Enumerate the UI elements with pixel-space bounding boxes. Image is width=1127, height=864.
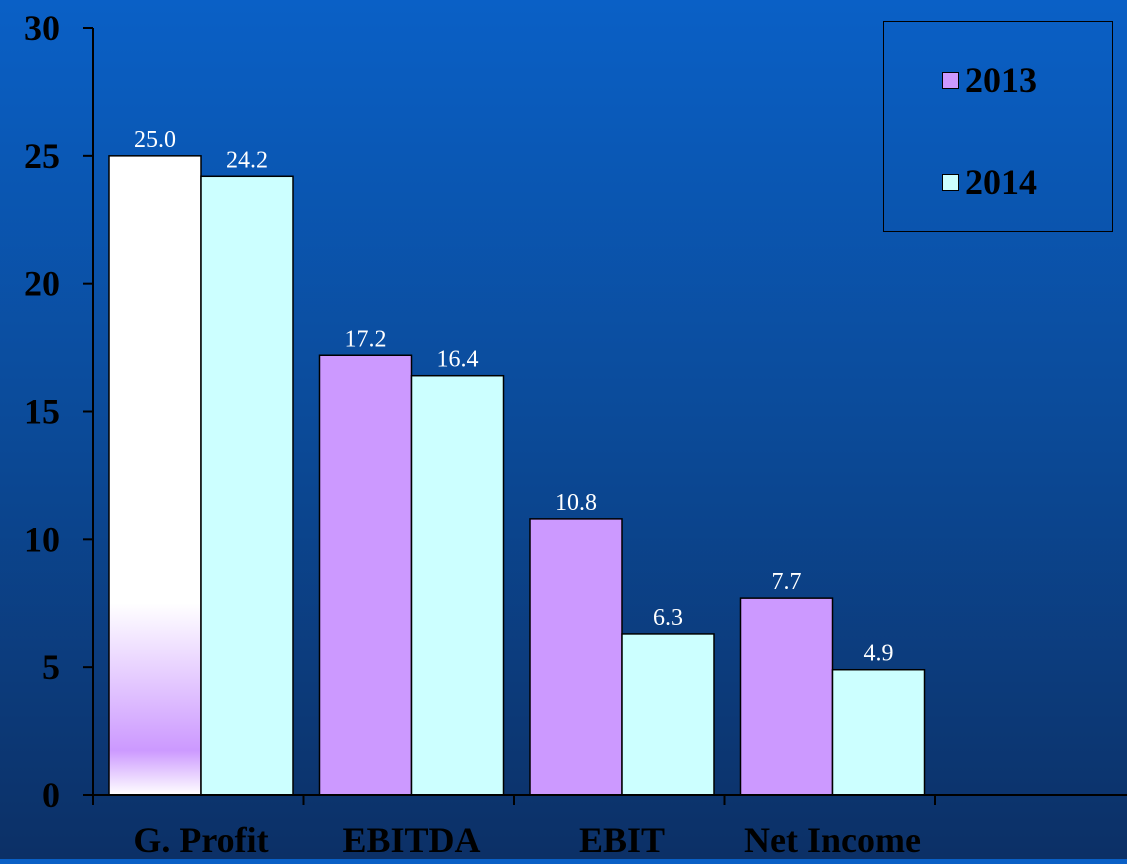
- y-tick-label: 0: [42, 775, 60, 815]
- legend-label-2014: 2014: [965, 162, 1037, 202]
- legend-swatch-2014: [942, 173, 959, 191]
- bar-ebit-2013: [529, 518, 623, 796]
- axes-layer: [83, 27, 1127, 805]
- labels-layer: 25.0 24.2 G. Profit 17.2 16.4 EBITDA 10.8 6.3 EB…: [24, 8, 921, 860]
- bar-net-income-2014: [831, 668, 926, 796]
- data-label: 17.2: [345, 326, 387, 352]
- legend: 2013 2014: [883, 21, 1113, 232]
- data-label: 7.7: [772, 569, 802, 595]
- bars-layer: [108, 155, 926, 796]
- bar-net-income-2013: [739, 597, 834, 796]
- data-label: 6.3: [653, 605, 683, 631]
- legend-label-2013: 2013: [965, 60, 1037, 100]
- y-tick-label: 5: [42, 647, 60, 687]
- x-tick-label: Net Income: [744, 820, 921, 859]
- x-tick-label: G. Profit: [133, 820, 268, 859]
- data-label: 25.0: [134, 127, 176, 153]
- y-tick-label: 30: [24, 8, 60, 48]
- y-tick-label: 15: [24, 392, 60, 432]
- data-label: 4.9: [864, 641, 894, 667]
- legend-swatch-2013: [942, 71, 959, 89]
- y-tick-label: 20: [24, 264, 60, 304]
- data-label: 16.4: [437, 347, 479, 373]
- bar-g-profit-2014: [200, 175, 294, 796]
- bar-ebitda-2013: [318, 354, 413, 796]
- legend-item-2014: 2014: [942, 164, 1037, 200]
- bar-ebit-2014: [621, 633, 715, 796]
- data-label: 10.8: [555, 490, 597, 516]
- y-tick-label: 10: [24, 519, 60, 559]
- legend-item-2013: 2013: [942, 62, 1037, 98]
- x-tick-label: EBIT: [579, 820, 665, 859]
- data-label: 24.2: [226, 147, 268, 173]
- y-tick-label: 25: [24, 136, 60, 176]
- bar-g-profit-2013: [108, 155, 202, 796]
- x-tick-label: EBITDA: [342, 820, 480, 859]
- bar-ebitda-2014: [410, 374, 505, 796]
